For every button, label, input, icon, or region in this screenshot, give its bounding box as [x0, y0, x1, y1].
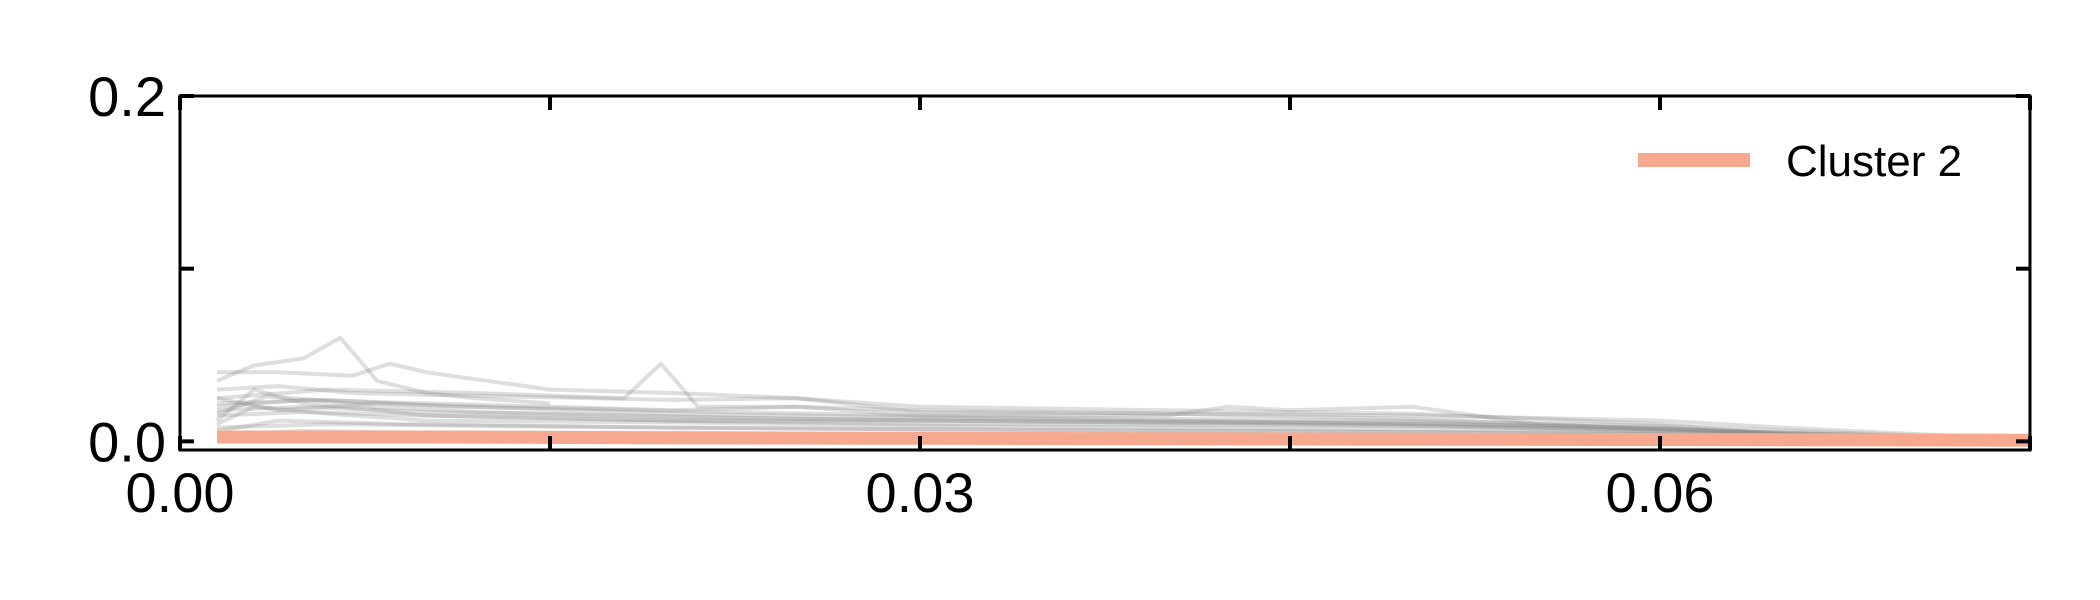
- gray-series-line: [216, 335, 551, 406]
- gray-series-line: [216, 397, 2031, 442]
- axes-frame: [178, 94, 2032, 452]
- cluster-2-series-line: [217, 430, 2031, 447]
- x-tick-label: 0.00: [126, 461, 235, 524]
- axis-ticks: 0.00 0.03 0.06 0.0 0.2: [88, 65, 2032, 524]
- x-tick-label: 0.06: [1606, 461, 1715, 524]
- gray-series-line: [216, 394, 2031, 442]
- legend: Cluster 2: [1638, 137, 1962, 186]
- gray-series-line: [216, 384, 2031, 442]
- gray-series-line: [216, 396, 2031, 442]
- gray-series-line: [216, 404, 2031, 442]
- gray-series-line: [216, 410, 2031, 442]
- y-tick-label: 0.2: [88, 65, 166, 128]
- plot-lines: [215, 335, 2031, 447]
- gray-series-line: [216, 404, 2031, 442]
- y-tick-label: 0.0: [88, 410, 166, 473]
- gray-series-line: [217, 361, 2031, 442]
- gray-series-line: [216, 361, 2031, 442]
- gray-series-line: [216, 397, 2031, 442]
- x-tick-label: 0.03: [866, 461, 975, 524]
- gray-series-line: [215, 387, 2031, 442]
- legend-label-cluster-2: Cluster 2: [1786, 137, 1962, 186]
